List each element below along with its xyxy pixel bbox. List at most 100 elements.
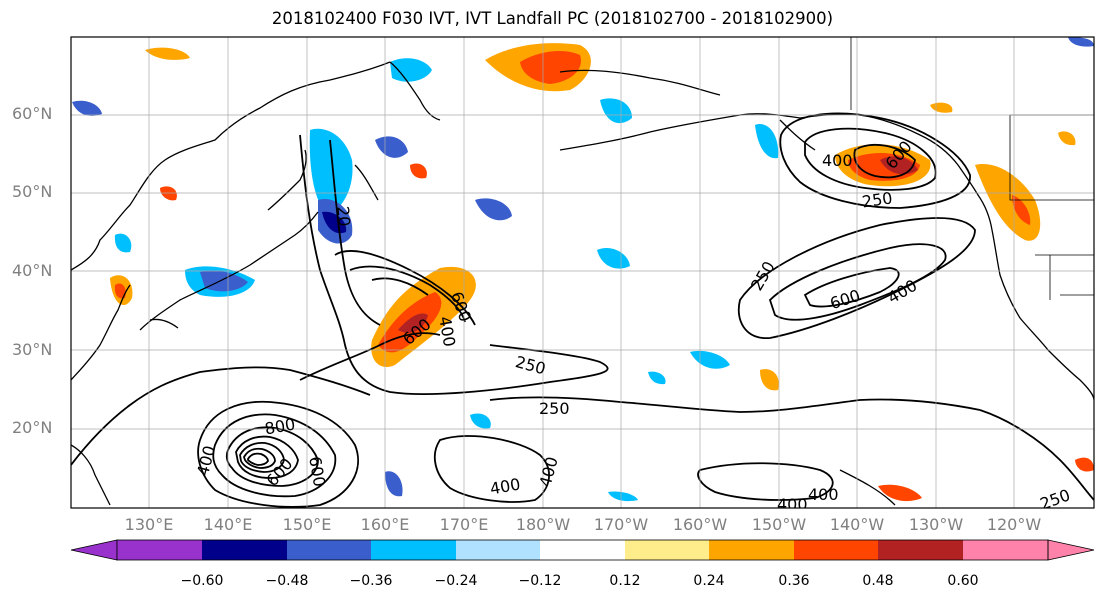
lon-label-150w: 150°W bbox=[751, 515, 807, 534]
ivt-contour-250 bbox=[197, 400, 359, 508]
pc-negative-region bbox=[72, 100, 102, 116]
pc-negative-region bbox=[114, 233, 132, 253]
colorbar-bin bbox=[625, 540, 709, 560]
plot-frame bbox=[70, 36, 1095, 509]
colorbar-tick: 0.36 bbox=[778, 573, 810, 589]
map-title: 2018102400 F030 IVT, IVT Landfall PC (20… bbox=[271, 9, 834, 28]
pc-negative-region bbox=[690, 350, 730, 369]
pc-positive-region bbox=[410, 163, 427, 179]
pc-positive-region bbox=[1058, 131, 1076, 146]
pc-negative-region bbox=[375, 136, 408, 158]
contour-label: 250 bbox=[861, 188, 894, 211]
colorbar-tick: 0.48 bbox=[862, 573, 894, 589]
ivt-contour-250 bbox=[71, 366, 371, 466]
colorbar-tick: 0.24 bbox=[693, 573, 725, 589]
colorbar-bin bbox=[540, 540, 625, 560]
colorbar-tick: −0.12 bbox=[518, 573, 562, 589]
pc-positive-region bbox=[878, 484, 922, 502]
ivt-contour-250 bbox=[779, 112, 971, 209]
ivt-contour-250 bbox=[299, 332, 441, 381]
ivt-contour-600 bbox=[853, 143, 916, 179]
ivt-contour-800 bbox=[235, 435, 299, 479]
lon-label-120w: 120°W bbox=[986, 515, 1042, 534]
lon-label-150e: 150°E bbox=[282, 515, 332, 534]
colorbar-bin bbox=[963, 540, 1048, 560]
ivt-contour-250 bbox=[737, 217, 976, 339]
colorbar-bin bbox=[709, 540, 794, 560]
lat-label-50n: 50°N bbox=[12, 182, 53, 201]
lon-label-140w: 140°W bbox=[829, 515, 885, 534]
ivt-contour-400 bbox=[804, 127, 937, 191]
ivt-contour-400 bbox=[329, 139, 381, 326]
contour-label: 400 bbox=[488, 474, 521, 498]
contour-label: 400 bbox=[884, 276, 920, 308]
pc-positive-region bbox=[975, 164, 1041, 241]
ivt-contour-400 bbox=[433, 435, 550, 503]
colorbar-bin bbox=[371, 540, 456, 560]
lon-label-130w: 130°W bbox=[908, 515, 964, 534]
pc-negative-region bbox=[1068, 37, 1094, 47]
lon-label-160w: 160°W bbox=[672, 515, 728, 534]
contour-label: 400 bbox=[193, 444, 219, 478]
ivt-contour-800 bbox=[371, 277, 429, 296]
ivt-contour-250 bbox=[299, 134, 609, 395]
contour-label: 400 bbox=[777, 495, 808, 514]
pc-positive-region bbox=[930, 102, 953, 113]
lat-label-60n: 60°N bbox=[12, 104, 53, 123]
ivt-contour-800 bbox=[247, 452, 269, 466]
lat-label-20n: 20°N bbox=[12, 418, 53, 437]
colorbar-tick: 0.60 bbox=[947, 573, 979, 589]
pc-shading bbox=[72, 37, 1094, 502]
pc-negative-region bbox=[755, 124, 779, 159]
ivt-contour-600 bbox=[349, 265, 466, 323]
pc-positive-region bbox=[398, 313, 428, 333]
ivt-contour-250 bbox=[489, 396, 981, 413]
colorbar-tick: −0.48 bbox=[265, 573, 309, 589]
colorbar-tick: −0.60 bbox=[180, 573, 224, 589]
pc-negative-region bbox=[648, 371, 666, 385]
contour-label: 400 bbox=[822, 151, 853, 170]
pc-positive-region bbox=[145, 47, 190, 60]
ivt-contour-400 bbox=[768, 243, 947, 321]
colorbar-tick: 0.12 bbox=[609, 573, 641, 589]
pc-positive-region bbox=[760, 369, 779, 391]
pc-positive-region bbox=[880, 156, 918, 175]
colorbar-tick: −0.24 bbox=[434, 573, 478, 589]
contour-label: 600 bbox=[305, 455, 329, 488]
pc-negative-region bbox=[385, 471, 403, 497]
contour-label: 800 bbox=[263, 414, 296, 438]
pc-negative-region bbox=[390, 58, 432, 82]
colorbar-extend-low bbox=[70, 539, 118, 561]
lon-label-170e: 170°E bbox=[439, 515, 489, 534]
pc-negative-region bbox=[600, 98, 632, 124]
pc-negative-region bbox=[597, 247, 630, 269]
pc-positive-region bbox=[520, 50, 581, 84]
ivt-contour-400 bbox=[697, 462, 834, 501]
pc-negative-region bbox=[475, 198, 512, 221]
colorbar-bin bbox=[117, 540, 202, 560]
lat-label-30n: 30°N bbox=[12, 340, 53, 359]
pc-negative-region bbox=[309, 128, 353, 215]
ivt-contour-600 bbox=[803, 267, 900, 308]
contour-label: 20 bbox=[333, 205, 354, 227]
pc-positive-region bbox=[114, 283, 126, 299]
ivt-contour-400 bbox=[212, 413, 337, 498]
pc-negative-region bbox=[200, 270, 248, 292]
pc-positive-region bbox=[1075, 457, 1094, 472]
contour-label: 250 bbox=[1037, 485, 1072, 513]
pc-negative-region bbox=[322, 211, 347, 234]
lon-label-130e: 130°E bbox=[124, 515, 174, 534]
pc-negative-region bbox=[470, 413, 491, 429]
contour-label: 400 bbox=[808, 485, 839, 504]
lon-label-140e: 140°E bbox=[203, 515, 253, 534]
colorbar-bin bbox=[878, 540, 963, 560]
ivt-contours bbox=[71, 112, 1094, 508]
pc-positive-region bbox=[160, 186, 177, 201]
lon-label-180w: 180°W bbox=[515, 515, 571, 534]
contour-label: 250 bbox=[747, 258, 779, 294]
colorbar-bin bbox=[287, 540, 371, 560]
ivt-contour-600 bbox=[225, 426, 319, 487]
ivt-contour-400 bbox=[334, 250, 476, 326]
lon-label-160e: 160°E bbox=[360, 515, 410, 534]
